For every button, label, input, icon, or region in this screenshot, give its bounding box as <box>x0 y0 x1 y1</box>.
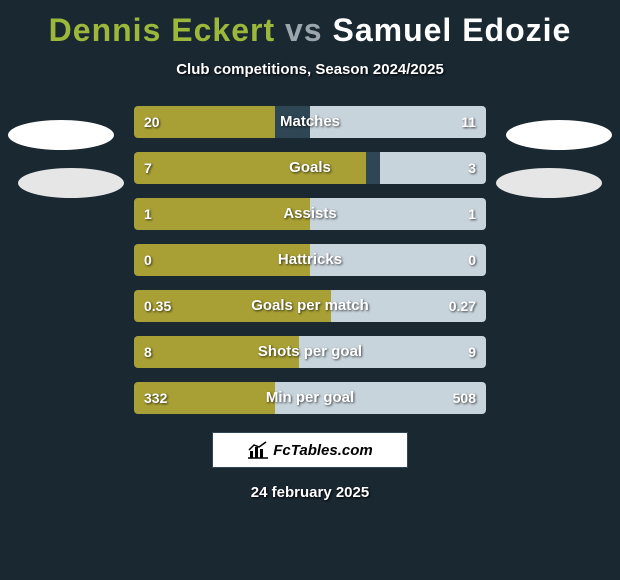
logo-text: FcTables.com <box>273 442 372 459</box>
stat-row: 332508Min per goal <box>134 382 486 414</box>
stat-row: 2011Matches <box>134 106 486 138</box>
stat-label: Shots per goal <box>134 336 486 368</box>
stat-label: Goals <box>134 152 486 184</box>
stat-row: 00Hattricks <box>134 244 486 276</box>
comparison-title: Dennis Eckert vs Samuel Edozie <box>0 0 620 49</box>
player1-crest-bottom <box>18 168 124 198</box>
vs-text: vs <box>285 12 323 48</box>
stat-label: Min per goal <box>134 382 486 414</box>
player2-name: Samuel Edozie <box>332 12 571 48</box>
stat-row: 0.350.27Goals per match <box>134 290 486 322</box>
stat-label: Matches <box>134 106 486 138</box>
date-text: 24 february 2025 <box>0 484 620 501</box>
player2-crest-top <box>506 120 612 150</box>
stat-label: Goals per match <box>134 290 486 322</box>
stat-label: Hattricks <box>134 244 486 276</box>
logo-box: FcTables.com <box>212 432 408 468</box>
stat-bars: 2011Matches 73Goals 11Assists 00Hattricks 0.… <box>134 106 486 414</box>
player1-name: Dennis Eckert <box>49 12 275 48</box>
player2-crest-bottom <box>496 168 602 198</box>
stat-row: 11Assists <box>134 198 486 230</box>
content-area: 2011Matches 73Goals 11Assists 00Hattricks 0.… <box>0 106 620 414</box>
stat-label: Assists <box>134 198 486 230</box>
stat-row: 73Goals <box>134 152 486 184</box>
logo-chart-icon <box>247 441 269 459</box>
stat-row: 89Shots per goal <box>134 336 486 368</box>
player1-crest-top <box>8 120 114 150</box>
subtitle: Club competitions, Season 2024/2025 <box>0 61 620 78</box>
